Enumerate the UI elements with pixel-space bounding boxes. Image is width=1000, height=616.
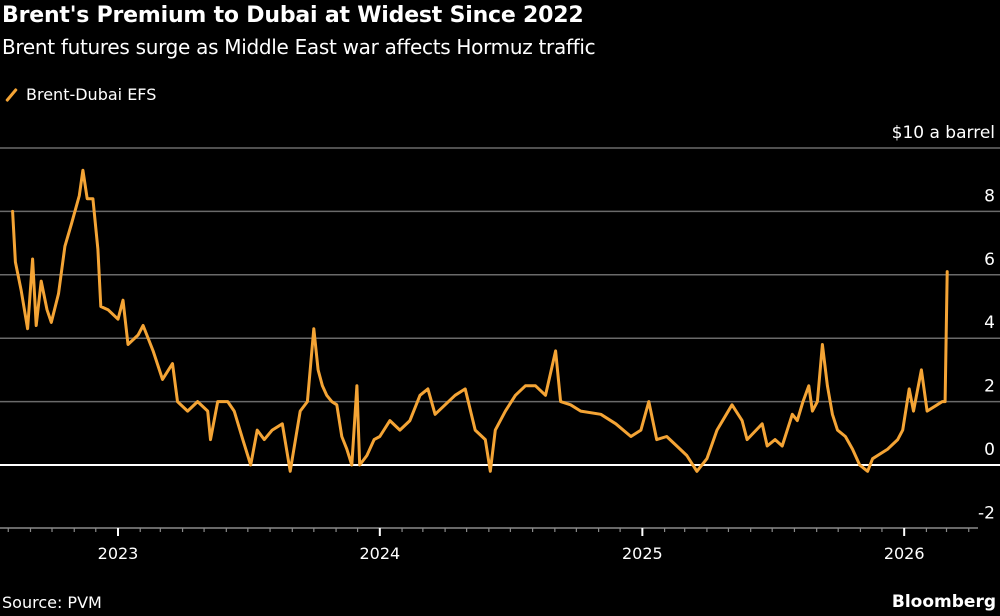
chart-subtitle: Brent futures surge as Middle East war a…: [2, 35, 596, 59]
y-tick-label: $10 a barrel: [892, 123, 995, 143]
chart-title: Brent's Premium to Dubai at Widest Since…: [2, 3, 584, 28]
x-tick-label: 2024: [359, 544, 400, 563]
x-tick-label: 2025: [622, 544, 663, 563]
x-tick-label: 2023: [98, 544, 139, 563]
legend-label: Brent-Dubai EFS: [26, 85, 157, 104]
source-note: Source: PVM: [2, 593, 102, 612]
y-tick-label: 8: [984, 186, 995, 206]
y-tick-label: 4: [984, 313, 995, 333]
y-tick-label: 6: [984, 250, 995, 270]
bloomberg-logo: Bloomberg: [891, 592, 996, 612]
y-tick-label: -2: [978, 503, 995, 523]
series-line-brent-dubai-efs: [11, 168, 949, 473]
x-tick-label: 2026: [884, 544, 925, 563]
legend: Brent-Dubai EFS: [4, 85, 156, 104]
y-tick-label: 0: [984, 440, 995, 460]
y-tick-label: 2: [984, 377, 995, 397]
